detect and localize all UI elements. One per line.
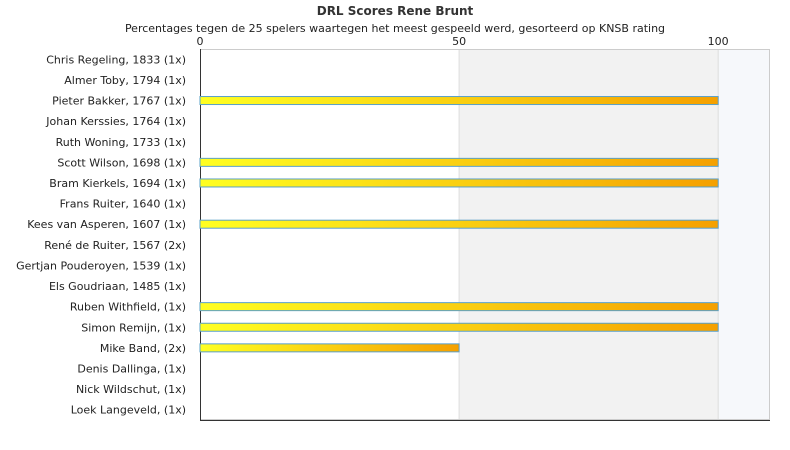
category-label: Gertjan Pouderoyen, 1539 (1x) [16,259,186,272]
bar [199,322,719,332]
x-tick-label: 0 [197,35,204,48]
chart-title: DRL Scores Rene Brunt [316,4,474,18]
bar [199,157,719,167]
bar [199,96,719,106]
category-label: Ruben Withfield, (1x) [70,301,186,314]
category-label: Nick Wildschut, (1x) [76,383,186,396]
category-label: Loek Langeveld, (1x) [71,404,186,417]
chart-subtitle: Percentages tegen de 25 spelers waartege… [124,22,666,35]
category-label: Denis Dallinga, (1x) [77,362,186,375]
grid-band [718,49,770,420]
category-label: René de Ruiter, 1567 (2x) [44,239,186,252]
bar [199,343,460,353]
category-label: Simon Remijn, (1x) [81,321,186,334]
x-tick-label: 100 [708,35,729,48]
grid-band [459,49,719,420]
bar [199,178,719,188]
category-label: Pieter Bakker, 1767 (1x) [52,95,186,108]
category-label: Chris Regeling, 1833 (1x) [46,53,186,66]
category-label: Frans Ruiter, 1640 (1x) [60,198,186,211]
bar [199,219,719,229]
category-label: Almer Toby, 1794 (1x) [64,74,186,87]
category-label: Ruth Woning, 1733 (1x) [56,136,186,149]
bar [199,302,719,312]
category-label: Mike Band, (2x) [100,342,186,355]
category-label: Kees van Asperen, 1607 (1x) [27,218,186,231]
x-tick-label: 50 [452,35,466,48]
category-label: Els Goudriaan, 1485 (1x) [49,280,186,293]
category-label: Johan Kerssies, 1764 (1x) [45,115,186,128]
category-label: Bram Kierkels, 1694 (1x) [49,177,186,190]
category-label: Scott Wilson, 1698 (1x) [57,156,186,169]
